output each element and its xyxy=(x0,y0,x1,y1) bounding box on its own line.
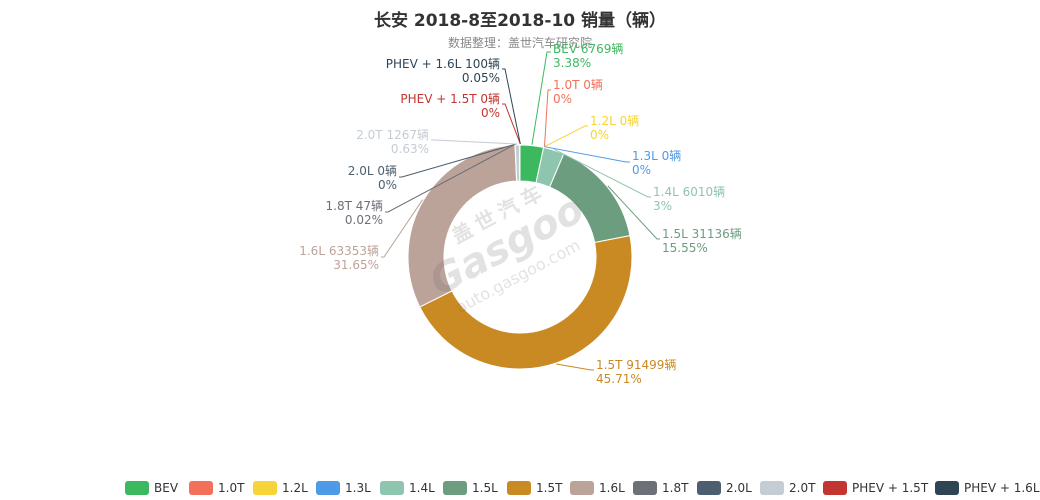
leader-line-1-0t xyxy=(543,89,551,147)
legend-item-1-6l[interactable]: 1.6L xyxy=(570,480,625,496)
legend-item-1-2l[interactable]: 1.2L xyxy=(253,480,308,496)
legend-label: 2.0L xyxy=(726,481,752,495)
data-label-1-3l: 1.3L 0辆 xyxy=(632,149,681,163)
percent-label-2-0t: 0.63% xyxy=(391,142,429,156)
legend-swatch xyxy=(760,481,784,495)
legend-label: BEV xyxy=(154,481,179,495)
data-label-1-8t: 1.8T 47辆 xyxy=(326,199,384,213)
legend-label: 1.0T xyxy=(218,481,245,495)
legend-swatch xyxy=(507,481,531,495)
legend-label: 1.3L xyxy=(345,481,371,495)
legend-label: PHEV + 1.6L xyxy=(964,481,1040,495)
legend-swatch xyxy=(935,481,959,495)
data-label-1-5t: 1.5T 91499辆 xyxy=(596,358,676,372)
percent-label-1-8t: 0.02% xyxy=(345,213,383,227)
data-label-phev-1-5t: PHEV + 1.5T 0辆 xyxy=(400,92,500,106)
legend-swatch xyxy=(189,481,213,495)
legend-swatch xyxy=(570,481,594,495)
leader-line-phev-1-5t xyxy=(502,103,521,145)
percent-label-1-5l: 15.55% xyxy=(662,241,708,255)
legend-item-1-3l[interactable]: 1.3L xyxy=(316,480,371,496)
leader-line-1-2l xyxy=(544,125,588,148)
legend-label: 1.2L xyxy=(282,481,308,495)
legend-swatch xyxy=(316,481,340,495)
data-label-1-0t: 1.0T 0辆 xyxy=(553,78,603,92)
data-label-1-5l: 1.5L 31136辆 xyxy=(662,227,742,241)
percent-label-1-4l: 3% xyxy=(653,199,672,213)
legend-label: 1.5T xyxy=(536,481,563,495)
leader-line-2-0t xyxy=(431,139,518,145)
percent-label-phev-1-6l: 0.05% xyxy=(462,71,500,85)
chart-subtitle: 数据整理：盖世汽车研究院 xyxy=(447,36,592,50)
legend-item-bev[interactable]: BEV xyxy=(125,480,178,496)
percent-label-1-3l: 0% xyxy=(632,163,651,177)
data-label-2-0l: 2.0L 0辆 xyxy=(348,164,397,178)
percent-label-2-0l: 0% xyxy=(378,178,397,192)
legend-item-phev-1-5t[interactable]: PHEV + 1.5T xyxy=(823,480,928,496)
legend-swatch xyxy=(253,481,277,495)
legend-label: 2.0T xyxy=(789,481,816,495)
legend-item-1-5l[interactable]: 1.5L xyxy=(443,480,498,496)
legend-item-1-0t[interactable]: 1.0T xyxy=(189,480,244,496)
leader-line-bev xyxy=(531,51,551,145)
leader-line-2-0l xyxy=(399,143,516,178)
data-label-phev-1-6l: PHEV + 1.6L 100辆 xyxy=(386,57,500,71)
legend-item-2-0t[interactable]: 2.0T xyxy=(760,480,815,496)
percent-label-phev-1-5t: 0% xyxy=(481,106,500,120)
legend-label: 1.4L xyxy=(409,481,435,495)
legend-swatch xyxy=(633,481,657,495)
leader-line-1-5t xyxy=(556,363,594,371)
legend-swatch xyxy=(443,481,467,495)
legend-item-1-5t[interactable]: 1.5T xyxy=(507,480,562,496)
percent-label-1-5t: 45.71% xyxy=(596,372,642,386)
data-label-bev: BEV 6769辆 xyxy=(553,42,623,56)
leader-line-1-5l xyxy=(607,185,660,240)
data-label-1-4l: 1.4L 6010辆 xyxy=(653,185,725,199)
legend-label: 1.8T xyxy=(662,481,689,495)
percent-label-1-0t: 0% xyxy=(553,92,572,106)
leader-line-phev-1-6l xyxy=(502,68,521,145)
percent-label-1-6l: 31.65% xyxy=(333,258,379,272)
legend-swatch xyxy=(125,481,149,495)
legend-swatch xyxy=(380,481,404,495)
legend-label: 1.6L xyxy=(599,481,625,495)
legend-item-1-8t[interactable]: 1.8T xyxy=(633,480,688,496)
percent-label-1-2l: 0% xyxy=(590,128,609,142)
percent-label-bev: 3.38% xyxy=(553,56,591,70)
legend-item-1-4l[interactable]: 1.4L xyxy=(380,480,435,496)
legend-swatch xyxy=(823,481,847,495)
data-label-2-0t: 2.0T 1267辆 xyxy=(356,128,429,142)
leader-line-1-4l xyxy=(553,148,651,198)
leader-line-1-8t xyxy=(385,143,516,213)
leader-line-1-6l xyxy=(381,199,424,258)
legend-label: 1.5L xyxy=(472,481,498,495)
chart-legend: BEV 1.0T 1.2L 1.3L 1.4L 1.5L 1.5T 1.6L 1.8T 2.0L 2… xyxy=(0,480,1040,498)
slice-1-5t[interactable] xyxy=(419,234,633,370)
legend-item-2-0l[interactable]: 2.0L xyxy=(697,480,752,496)
data-label-1-2l: 1.2L 0辆 xyxy=(590,114,639,128)
data-label-1-6l: 1.6L 63353辆 xyxy=(299,244,379,258)
legend-item-phev-1-6l[interactable]: PHEV + 1.6L xyxy=(935,480,1040,496)
legend-swatch xyxy=(697,481,721,495)
chart-title: 长安 2018-8至2018-10 销量（辆） xyxy=(373,11,667,31)
slice-1-6l[interactable] xyxy=(407,144,518,308)
leader-line-1-3l xyxy=(544,146,630,163)
legend-label: PHEV + 1.5T xyxy=(852,481,929,495)
